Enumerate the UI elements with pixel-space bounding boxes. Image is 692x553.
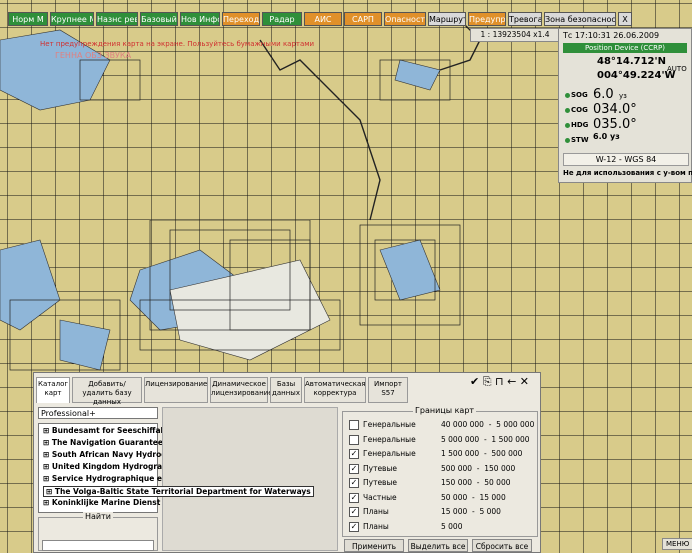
- lat: 48°14.712'N: [597, 56, 666, 67]
- auto: AUTO: [667, 65, 687, 73]
- toolbar-button[interactable]: Переход: [222, 12, 260, 26]
- row-name: STW: [571, 136, 589, 144]
- tab[interactable]: Динамическое лицензирование: [210, 377, 268, 403]
- dialog-button[interactable]: Применить: [344, 539, 404, 552]
- row-unit: уз: [619, 92, 627, 100]
- find-box: Найти: [38, 517, 158, 551]
- toolbar-button[interactable]: Зона безопасности ...: [544, 12, 616, 26]
- bullet: [565, 123, 570, 128]
- producer-item[interactable]: ⊞ South African Navy Hydrograp: [43, 450, 181, 459]
- tab[interactable]: Базы данных: [270, 377, 302, 403]
- producer-item[interactable]: ⊞ United Kingdom Hydrographi: [43, 462, 175, 471]
- checkbox[interactable]: [349, 435, 359, 445]
- close-button[interactable]: X: [618, 12, 632, 26]
- row-value: 035.0°: [593, 117, 637, 132]
- find-label: Найти: [83, 512, 113, 521]
- limit-name: Планы: [363, 522, 389, 531]
- checkbox[interactable]: [349, 420, 359, 430]
- limit-name: Путевые: [363, 464, 397, 473]
- limit-range: 40 000 000 - 5 000 000: [441, 420, 534, 429]
- limit-range: 1 500 000 - 500 000: [441, 449, 522, 458]
- limit-range: 5 000 000 - 1 500 000: [441, 435, 530, 444]
- screen: Нет предупреждения карта на экране. Поль…: [0, 0, 692, 553]
- tab[interactable]: Автоматическая корректура: [304, 377, 366, 403]
- tab[interactable]: Каталог карт: [36, 377, 70, 403]
- menu-button[interactable]: МЕНЮ: [662, 538, 692, 550]
- datum: W-12 - WGS 84: [563, 153, 689, 166]
- limit-name: Генеральные: [363, 435, 416, 444]
- producer-item[interactable]: ⊞ The Navigation Guarantee De: [43, 438, 177, 447]
- checkbox[interactable]: ✓: [349, 522, 359, 532]
- checkbox[interactable]: ✓: [349, 478, 359, 488]
- map-warning: Нет предупреждения карта на экране. Поль…: [40, 40, 314, 48]
- dialog-button[interactable]: Выделить все: [408, 539, 468, 552]
- row-value: 6.0 уз: [593, 132, 620, 141]
- limit-name: Частные: [363, 493, 397, 502]
- limit-name: Генеральные: [363, 449, 416, 458]
- toolbar-button[interactable]: Крупнее М: [50, 12, 94, 26]
- checkbox[interactable]: ✓: [349, 449, 359, 459]
- toolbar-button[interactable]: Назнс рев: [96, 12, 138, 26]
- find-input[interactable]: [42, 540, 154, 551]
- toolbar-button[interactable]: Нов Инфо: [180, 12, 220, 26]
- toolbar-button[interactable]: Опасности: [384, 12, 426, 26]
- row-name: SOG: [571, 91, 588, 99]
- producer-item[interactable]: ⊞ Koninklijke Marine Dienst de: [43, 498, 173, 507]
- toolbar-button[interactable]: Базовый: [140, 12, 178, 26]
- checkbox[interactable]: ✓: [349, 493, 359, 503]
- device: Position Device (CCRP): [563, 43, 687, 53]
- row-name: HDG: [571, 121, 588, 129]
- row-name: COG: [571, 106, 588, 114]
- time: Тс 17:10:31 26.06.2009: [563, 31, 659, 40]
- lon: 004°49.224'W: [597, 70, 676, 81]
- limit-range: 150 000 - 50 000: [441, 478, 511, 487]
- limit-range: 15 000 - 5 000: [441, 507, 501, 516]
- scale: 1 : 13923504 x1.4: [470, 28, 560, 42]
- producer-item[interactable]: ⊞ Bundesamt for Seeschiffahrt: [43, 426, 173, 435]
- toolbar-button[interactable]: Норм М: [8, 12, 48, 26]
- limit-range: 50 000 - 15 000: [441, 493, 506, 502]
- tab[interactable]: Лицензирование: [144, 377, 208, 403]
- tab[interactable]: Импорт S57: [368, 377, 408, 403]
- preview: [162, 407, 338, 551]
- producer-item[interactable]: ⊞ Service Hydrographique et O: [43, 474, 175, 483]
- checkbox[interactable]: ✓: [349, 464, 359, 474]
- toolbar-button[interactable]: Радар: [262, 12, 302, 26]
- dropdown[interactable]: Professional+: [38, 407, 158, 419]
- limit-name: Путевые: [363, 478, 397, 487]
- limit-range: 500 000 - 150 000: [441, 464, 515, 473]
- bullet: [565, 138, 570, 143]
- toolbar-button[interactable]: САРП: [344, 12, 382, 26]
- checkbox[interactable]: ✓: [349, 507, 359, 517]
- row-value: 6.0: [593, 87, 614, 102]
- producer-list: ⊞ Bundesamt for Seeschiffahrt⊞ The Navig…: [38, 423, 158, 513]
- tab[interactable]: Добавить/удалить базу данных: [72, 377, 142, 403]
- limit-range: 5 000: [441, 522, 462, 531]
- position-panel: Тс 17:10:31 26.06.2009 Position Device (…: [558, 28, 692, 183]
- row-value: 034.0°: [593, 102, 637, 117]
- toolbar-button[interactable]: Тревога: [508, 12, 542, 26]
- window-icons[interactable]: ✔ ⎘ ⊓ ← ✕: [470, 375, 529, 389]
- producer-item[interactable]: ⊞ The Volga-Baltic State Territorial Dep…: [43, 486, 314, 497]
- toolbar-button[interactable]: Предупр: [468, 12, 506, 26]
- limit-name: Планы: [363, 507, 389, 516]
- note: Не для использования с у-вом позиц: [563, 169, 692, 177]
- map-mode: ГЕННА ОБЗ ЗВУКА: [55, 51, 132, 60]
- toolbar-button[interactable]: Маршрут: [428, 12, 466, 26]
- toolbar-button[interactable]: АИС: [304, 12, 342, 26]
- limit-name: Генеральные: [363, 420, 416, 429]
- group-label: Границы карт: [413, 406, 476, 415]
- dialog-button[interactable]: Сбросить все: [472, 539, 532, 552]
- bullet: [565, 93, 570, 98]
- bullet: [565, 108, 570, 113]
